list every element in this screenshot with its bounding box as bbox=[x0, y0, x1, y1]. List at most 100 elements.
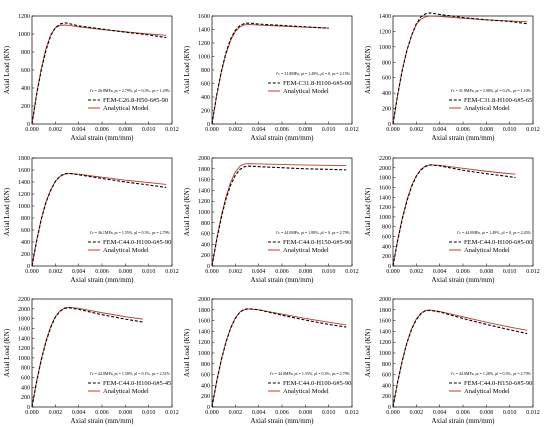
parameter-annotation: f'c = 44.0MPa, ρt = 1.28%, ρl = 0.3%, ρs… bbox=[451, 371, 532, 377]
x-tick-label: 0.010 bbox=[142, 410, 156, 416]
x-tick-label: 0.012 bbox=[345, 269, 359, 275]
y-tick-label: 400 bbox=[382, 244, 391, 250]
y-tick-label: 1400 bbox=[18, 180, 30, 186]
y-tick-label: 800 bbox=[21, 366, 30, 372]
y-tick-label: 1000 bbox=[18, 356, 30, 362]
legend-label: Analytical Model bbox=[464, 105, 510, 112]
y-tick-label: 800 bbox=[201, 68, 210, 74]
x-axis-title: Axial strain (mm/mm) bbox=[251, 134, 315, 142]
x-tick-label: 0.006 bbox=[456, 410, 470, 416]
y-tick-label: 1200 bbox=[18, 14, 30, 20]
x-tick-label: 0.008 bbox=[299, 269, 313, 275]
y-tick-label: 1600 bbox=[18, 326, 30, 332]
plot-frame bbox=[31, 157, 173, 267]
y-tick-label: 0 bbox=[27, 122, 30, 128]
y-tick-label: 1000 bbox=[198, 55, 210, 61]
y-tick-label: 1400 bbox=[198, 188, 210, 194]
x-tick-label: 0.008 bbox=[299, 410, 313, 416]
y-tick-label: 400 bbox=[21, 385, 30, 391]
x-tick-label: 0.000 bbox=[25, 269, 39, 275]
y-tick-label: 1400 bbox=[379, 329, 391, 335]
series-line-fem bbox=[392, 309, 528, 408]
x-axis-title: Axial strain (mm/mm) bbox=[251, 417, 315, 425]
y-axis-title: Axial Load (KN) bbox=[183, 187, 191, 236]
x-tick-label: 0.006 bbox=[275, 127, 289, 133]
y-tick-label: 2000 bbox=[379, 166, 391, 172]
y-tick-label: 1800 bbox=[198, 167, 210, 173]
x-axis-title: Axial strain (mm/mm) bbox=[71, 276, 135, 284]
y-tick-label: 1200 bbox=[198, 340, 210, 346]
x-tick-label: 0.012 bbox=[345, 127, 359, 133]
x-tick-label: 0.010 bbox=[322, 127, 336, 133]
legend-label: FEM-C44.0-H150-6#5-90 bbox=[283, 239, 351, 246]
y-axis-title: Axial Load (KN) bbox=[183, 45, 191, 94]
x-tick-label: 0.002 bbox=[49, 127, 63, 133]
x-tick-label: 0.004 bbox=[72, 127, 86, 133]
legend-label: Analytical Model bbox=[464, 388, 510, 395]
chart-panel-3: 0 200 400 600 800 1000 1200 1400 0.000 0.002 0.004… bbox=[364, 12, 540, 142]
parameter-annotation: f'c = 31.8MPa, ρt = 2.08%, ρl = 0.2%, ρs… bbox=[451, 88, 532, 94]
y-tick-label: 0 bbox=[27, 405, 30, 411]
legend-label: Analytical Model bbox=[283, 88, 329, 95]
y-tick-label: 0 bbox=[388, 122, 391, 128]
y-tick-label: 1200 bbox=[379, 205, 391, 211]
y-tick-label: 200 bbox=[21, 104, 30, 110]
x-tick-label: 0.002 bbox=[229, 269, 243, 275]
y-tick-label: 400 bbox=[201, 383, 210, 389]
plot-frame bbox=[211, 15, 353, 125]
y-tick-label: 2000 bbox=[198, 297, 210, 303]
y-tick-label: 2200 bbox=[18, 297, 30, 303]
y-tick-label: 1600 bbox=[198, 319, 210, 325]
y-tick-label: 2000 bbox=[379, 297, 391, 303]
legend-label: Analytical Model bbox=[103, 247, 149, 254]
y-axis-title: Axial Load (KN) bbox=[183, 328, 191, 377]
series-line-fem bbox=[392, 12, 528, 125]
x-tick-label: 0.002 bbox=[410, 269, 424, 275]
y-tick-label: 200 bbox=[201, 394, 210, 400]
x-tick-label: 0.006 bbox=[275, 410, 289, 416]
x-tick-label: 0.006 bbox=[275, 269, 289, 275]
legend-label: FEM-C44.0-H100-6#5-45 bbox=[103, 380, 171, 387]
x-tick-label: 0.010 bbox=[142, 127, 156, 133]
y-tick-label: 200 bbox=[201, 253, 210, 259]
chart-panel-6: 0 200 400 600 800 1000 1200 1400 1600 1800 2000 220… bbox=[364, 156, 540, 284]
y-axis-title: Axial Load (KN) bbox=[364, 328, 372, 377]
y-tick-label: 1200 bbox=[379, 340, 391, 346]
y-tick-label: 200 bbox=[21, 252, 30, 258]
y-tick-label: 2000 bbox=[18, 307, 30, 313]
legend-label: Analytical Model bbox=[464, 247, 510, 254]
x-tick-label: 0.000 bbox=[25, 410, 39, 416]
x-tick-label: 0.000 bbox=[205, 410, 219, 416]
legend-label: FEM-C44.0-H150-6#5-90 bbox=[464, 380, 532, 387]
x-tick-label: 0.010 bbox=[503, 410, 517, 416]
y-tick-label: 1800 bbox=[18, 317, 30, 323]
y-tick-label: 800 bbox=[382, 60, 391, 66]
legend-label: Analytical Model bbox=[283, 388, 329, 395]
y-tick-label: 1200 bbox=[18, 192, 30, 198]
x-tick-label: 0.004 bbox=[433, 269, 447, 275]
x-tick-label: 0.006 bbox=[95, 269, 109, 275]
y-tick-label: 600 bbox=[382, 235, 391, 241]
y-tick-label: 600 bbox=[201, 82, 210, 88]
x-tick-label: 0.004 bbox=[252, 127, 266, 133]
plot-frame bbox=[392, 15, 534, 125]
x-axis-title: Axial strain (mm/mm) bbox=[432, 417, 496, 425]
y-axis-title: Axial Load (KN) bbox=[3, 328, 11, 377]
x-tick-label: 0.002 bbox=[229, 127, 243, 133]
y-tick-label: 1800 bbox=[198, 308, 210, 314]
x-tick-label: 0.008 bbox=[480, 127, 494, 133]
y-tick-label: 1200 bbox=[198, 41, 210, 47]
series-line-fem bbox=[211, 308, 347, 408]
y-tick-label: 1800 bbox=[379, 308, 391, 314]
x-tick-label: 0.000 bbox=[205, 269, 219, 275]
y-tick-label: 600 bbox=[21, 376, 30, 382]
x-tick-label: 0.000 bbox=[386, 410, 400, 416]
y-tick-label: 2200 bbox=[379, 156, 391, 162]
x-tick-label: 0.002 bbox=[410, 410, 424, 416]
